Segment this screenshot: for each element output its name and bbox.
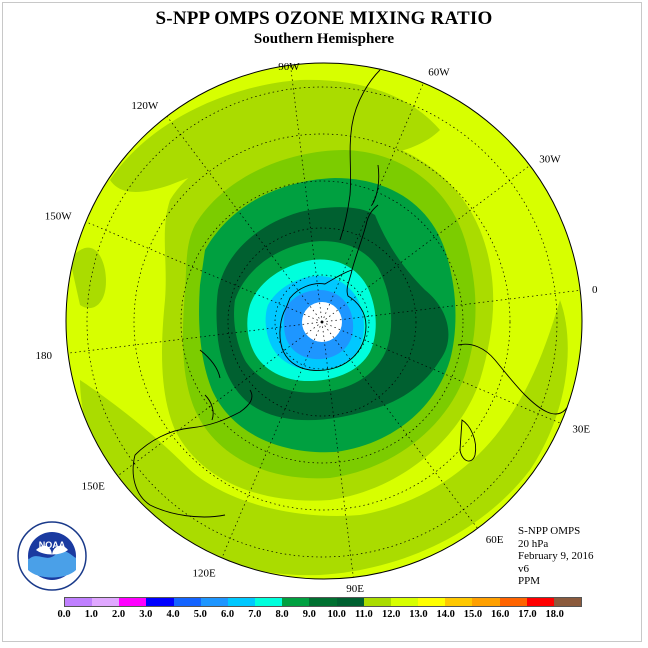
colorbar-segment (65, 598, 93, 606)
south-america-coastline (339, 69, 381, 241)
info-instrument: S-NPP OMPS (518, 525, 581, 537)
colorbar-segment (227, 598, 256, 606)
colorbar-segment (445, 598, 473, 606)
antarctica-coastline (279, 269, 367, 371)
logo-wave (28, 550, 76, 578)
colorbar-segment (282, 598, 310, 606)
colorbar-tick-label: 6.0 (221, 609, 235, 620)
latitude-circle-50s (133, 133, 511, 511)
colorbar-tick-label: 13.0 (409, 609, 428, 620)
longitude-label: 60W (428, 67, 450, 79)
figure-frame (2, 2, 642, 642)
latitude-circle-80s (274, 274, 370, 370)
colorbar-segment (553, 598, 581, 606)
colorbar-segment (119, 598, 147, 606)
colorbar-tick-label: 14.0 (436, 609, 455, 620)
colorbar-tick-label: 7.0 (248, 609, 262, 620)
colorbar-tick-label: 1.0 (84, 609, 98, 620)
longitude-label: 60E (486, 534, 504, 546)
colorbar-segment (526, 598, 554, 606)
colorbar-labels: 0.0 1.0 2.0 3.0 4.0 5.0 6.0 7.0 8.0 9.0 10.0 11.0 12… (57, 609, 582, 623)
colorbar-tick-label: 12.0 (381, 609, 401, 620)
new-zealand-coastline (199, 349, 221, 421)
logo-bird-icon (36, 545, 68, 556)
info-panel: S-NPP OMPS 20 hPa February 9, 2016 v6 PP… (518, 525, 593, 588)
info-date: February 9, 2016 (518, 550, 594, 562)
colorbar-tick-label: 0.0 (57, 609, 71, 620)
colorbar-tick-label: 3.0 (139, 609, 153, 620)
colorbar-tick-label: 15.0 (463, 609, 483, 620)
colorbar-tick-label: 5.0 (193, 609, 207, 620)
colorbar-tick-label: 17.0 (518, 609, 537, 620)
map-subtitle: Southern Hemisphere (253, 31, 395, 47)
colorbar-segment (146, 598, 174, 606)
logo-text: NOAA (39, 540, 66, 550)
latitude-circle-60s (180, 180, 464, 464)
map-title: S-NPP OMPS OZONE MIXING RATIO (155, 8, 493, 29)
latitude-circle-70s (227, 227, 417, 417)
longitude-label: 150W (45, 211, 73, 223)
colorbar-segment (418, 598, 446, 606)
colorbar-tick-label: 4.0 (166, 609, 180, 620)
colorbar-tick-label: 8.0 (275, 609, 289, 620)
colorbar (64, 597, 582, 607)
longitude-label: 30E (572, 423, 590, 435)
longitude-label: 0 (592, 284, 598, 296)
colorbar-segment (309, 598, 337, 606)
latitude-circles (86, 86, 558, 558)
colorbar-tick-label: 11.0 (354, 609, 373, 620)
map-boundary (65, 62, 583, 580)
australia-coastline (132, 389, 253, 518)
colorbar-tick-label: 9.0 (302, 609, 316, 620)
ozone-patch-left (70, 247, 106, 309)
latitude-circle-40s (86, 86, 558, 558)
colorbar-segment (92, 598, 120, 606)
longitude-label: 90W (278, 61, 300, 73)
colorbar-segment (255, 598, 283, 606)
info-pressure: 20 hPa (518, 537, 549, 550)
info-units: PPM (518, 575, 541, 587)
longitude-label: 90E (346, 583, 364, 595)
longitude-label: 180 (36, 350, 53, 362)
map-disk (66, 63, 582, 579)
colorbar-segment (390, 598, 419, 606)
ozone-patch-upper (110, 79, 440, 192)
colorbar-tick-label: 18.0 (545, 609, 564, 620)
colorbar-segment (363, 598, 391, 606)
colorbar-segment (472, 598, 500, 606)
colorbar-segment (499, 598, 527, 606)
longitude-label: 120E (192, 567, 216, 579)
colorbar-tick-label: 16.0 (491, 609, 510, 620)
longitude-label: 30W (539, 153, 561, 165)
colorbar-segment (336, 598, 364, 606)
colorbar-segment (200, 598, 228, 606)
noaa-logo: NOAA (17, 521, 87, 591)
colorbar-tick-label: 2.0 (111, 609, 126, 620)
info-version: v6 (518, 562, 529, 575)
colorbar-tick-label: 10.0 (327, 609, 346, 620)
longitude-labels: 90W 60W 30W 0 30E 60E 90E 120E 150E 180 150W 120W (36, 61, 599, 595)
colorbar-segment (173, 598, 201, 606)
ozone-band-lower (80, 300, 568, 576)
madagascar-coastline (459, 419, 477, 462)
longitude-label: 120W (131, 100, 159, 112)
antarctic-peninsula-coastline (351, 204, 379, 271)
longitude-label: 150E (82, 481, 106, 493)
